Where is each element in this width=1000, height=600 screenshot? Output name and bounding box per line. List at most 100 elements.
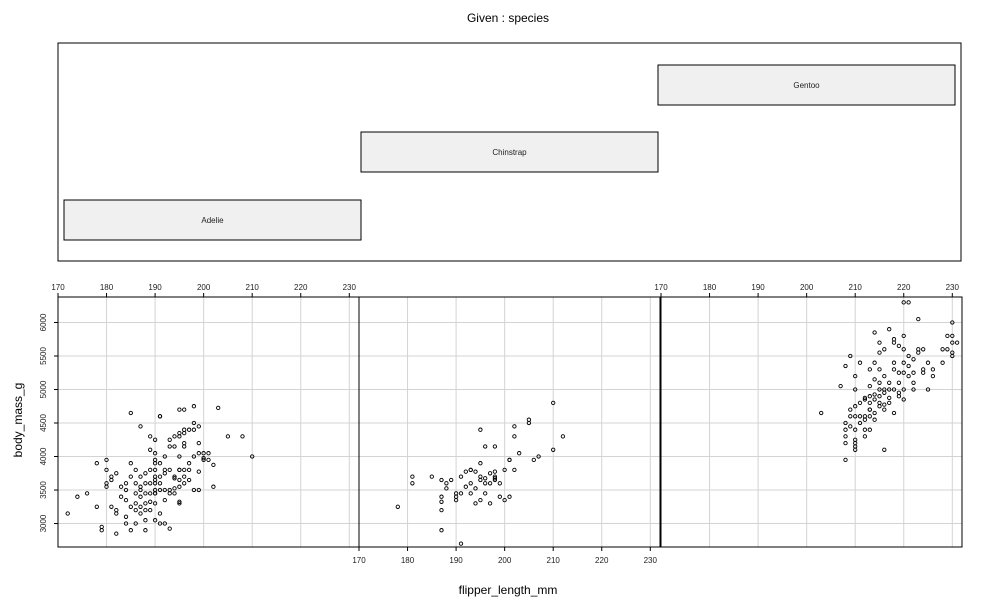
y-tick-label: 4000 — [39, 447, 48, 465]
point-adelie — [162, 467, 167, 473]
point-chinstrap — [512, 467, 517, 473]
point-chinstrap — [458, 541, 464, 546]
point-gentoo — [877, 380, 882, 385]
point-adelie — [240, 434, 245, 439]
point-gentoo — [843, 457, 848, 463]
point-adelie — [206, 451, 211, 456]
point-adelie — [118, 494, 124, 499]
x-tick-label: 180 — [401, 556, 415, 565]
point-chinstrap — [439, 499, 444, 504]
point-chinstrap — [560, 434, 566, 439]
point-adelie — [162, 454, 167, 459]
point-adelie — [114, 531, 119, 536]
point-gentoo — [911, 387, 916, 392]
point-gentoo — [872, 392, 877, 397]
point-adelie — [148, 481, 153, 486]
point-gentoo — [891, 337, 897, 342]
point-adelie — [148, 447, 153, 452]
point-chinstrap — [492, 444, 498, 449]
point-adelie — [196, 451, 201, 456]
point-adelie — [123, 497, 129, 503]
given-panel-bars: Adelie Chinstrap Gentoo — [63, 64, 956, 241]
point-chinstrap — [483, 444, 488, 449]
point-adelie — [118, 484, 124, 489]
point-adelie — [114, 507, 119, 513]
point-adelie — [211, 462, 216, 468]
point-gentoo — [867, 427, 872, 432]
point-chinstrap — [453, 491, 459, 496]
point-gentoo — [887, 400, 892, 406]
point-chinstrap — [478, 474, 483, 479]
point-adelie — [177, 484, 182, 489]
point-gentoo — [867, 367, 872, 372]
point-gentoo — [891, 387, 897, 392]
given-bar-chinstrap — [360, 131, 659, 173]
point-adelie — [201, 457, 206, 463]
point-gentoo — [906, 300, 911, 305]
point-chinstrap — [473, 469, 478, 474]
point-adelie — [75, 494, 80, 499]
point-adelie — [123, 521, 129, 526]
point-chinstrap — [502, 467, 507, 473]
y-tick-label: 3500 — [39, 481, 48, 499]
point-gentoo — [848, 424, 853, 429]
point-adelie — [143, 528, 148, 533]
point-adelie — [157, 521, 163, 526]
point-gentoo — [872, 377, 877, 382]
x-tick-label: 230 — [946, 283, 960, 292]
point-gentoo — [857, 400, 863, 406]
x-tick-label: 220 — [595, 556, 609, 565]
point-gentoo — [853, 404, 858, 409]
x-tick-label: 230 — [343, 283, 357, 292]
point-adelie — [201, 456, 206, 461]
y-tick-label: 4500 — [39, 414, 48, 432]
point-gentoo — [877, 367, 882, 372]
point-gentoo — [930, 367, 936, 372]
point-adelie — [152, 451, 158, 456]
given-panel-frame — [57, 42, 962, 262]
point-chinstrap — [429, 474, 434, 479]
point-gentoo — [819, 410, 824, 416]
point-gentoo — [857, 360, 863, 365]
point-chinstrap — [478, 477, 483, 483]
point-gentoo — [901, 360, 906, 365]
point-adelie — [94, 461, 99, 466]
point-chinstrap — [526, 420, 532, 426]
point-adelie — [177, 477, 182, 483]
point-gentoo — [843, 434, 848, 439]
point-adelie — [65, 511, 70, 516]
point-adelie — [152, 461, 158, 466]
point-adelie — [128, 504, 133, 509]
point-adelie — [162, 521, 167, 526]
point-chinstrap — [463, 484, 468, 489]
point-adelie — [182, 474, 187, 479]
point-chinstrap — [468, 491, 473, 496]
point-chinstrap — [478, 497, 483, 503]
point-adelie — [172, 491, 177, 496]
point-adelie — [157, 481, 163, 486]
point-chinstrap — [463, 469, 468, 474]
point-gentoo — [857, 414, 863, 419]
point-gentoo — [838, 383, 843, 389]
point-chinstrap — [502, 497, 507, 503]
point-gentoo — [843, 427, 848, 432]
grid-lines — [57, 297, 962, 547]
point-adelie — [157, 511, 163, 516]
point-adelie — [162, 471, 167, 476]
x-tick-label: 220 — [294, 283, 308, 292]
x-tick-label: 200 — [498, 556, 512, 565]
point-gentoo — [911, 380, 916, 385]
point-chinstrap — [536, 454, 541, 459]
point-chinstrap — [487, 481, 493, 486]
point-chinstrap — [492, 476, 498, 481]
point-gentoo — [867, 394, 872, 399]
point-adelie — [128, 474, 133, 479]
point-gentoo — [901, 347, 906, 352]
point-gentoo — [925, 387, 931, 392]
point-gentoo — [872, 330, 877, 335]
point-gentoo — [853, 447, 858, 452]
point-gentoo — [843, 363, 848, 369]
point-adelie — [177, 407, 182, 412]
point-chinstrap — [410, 474, 415, 479]
